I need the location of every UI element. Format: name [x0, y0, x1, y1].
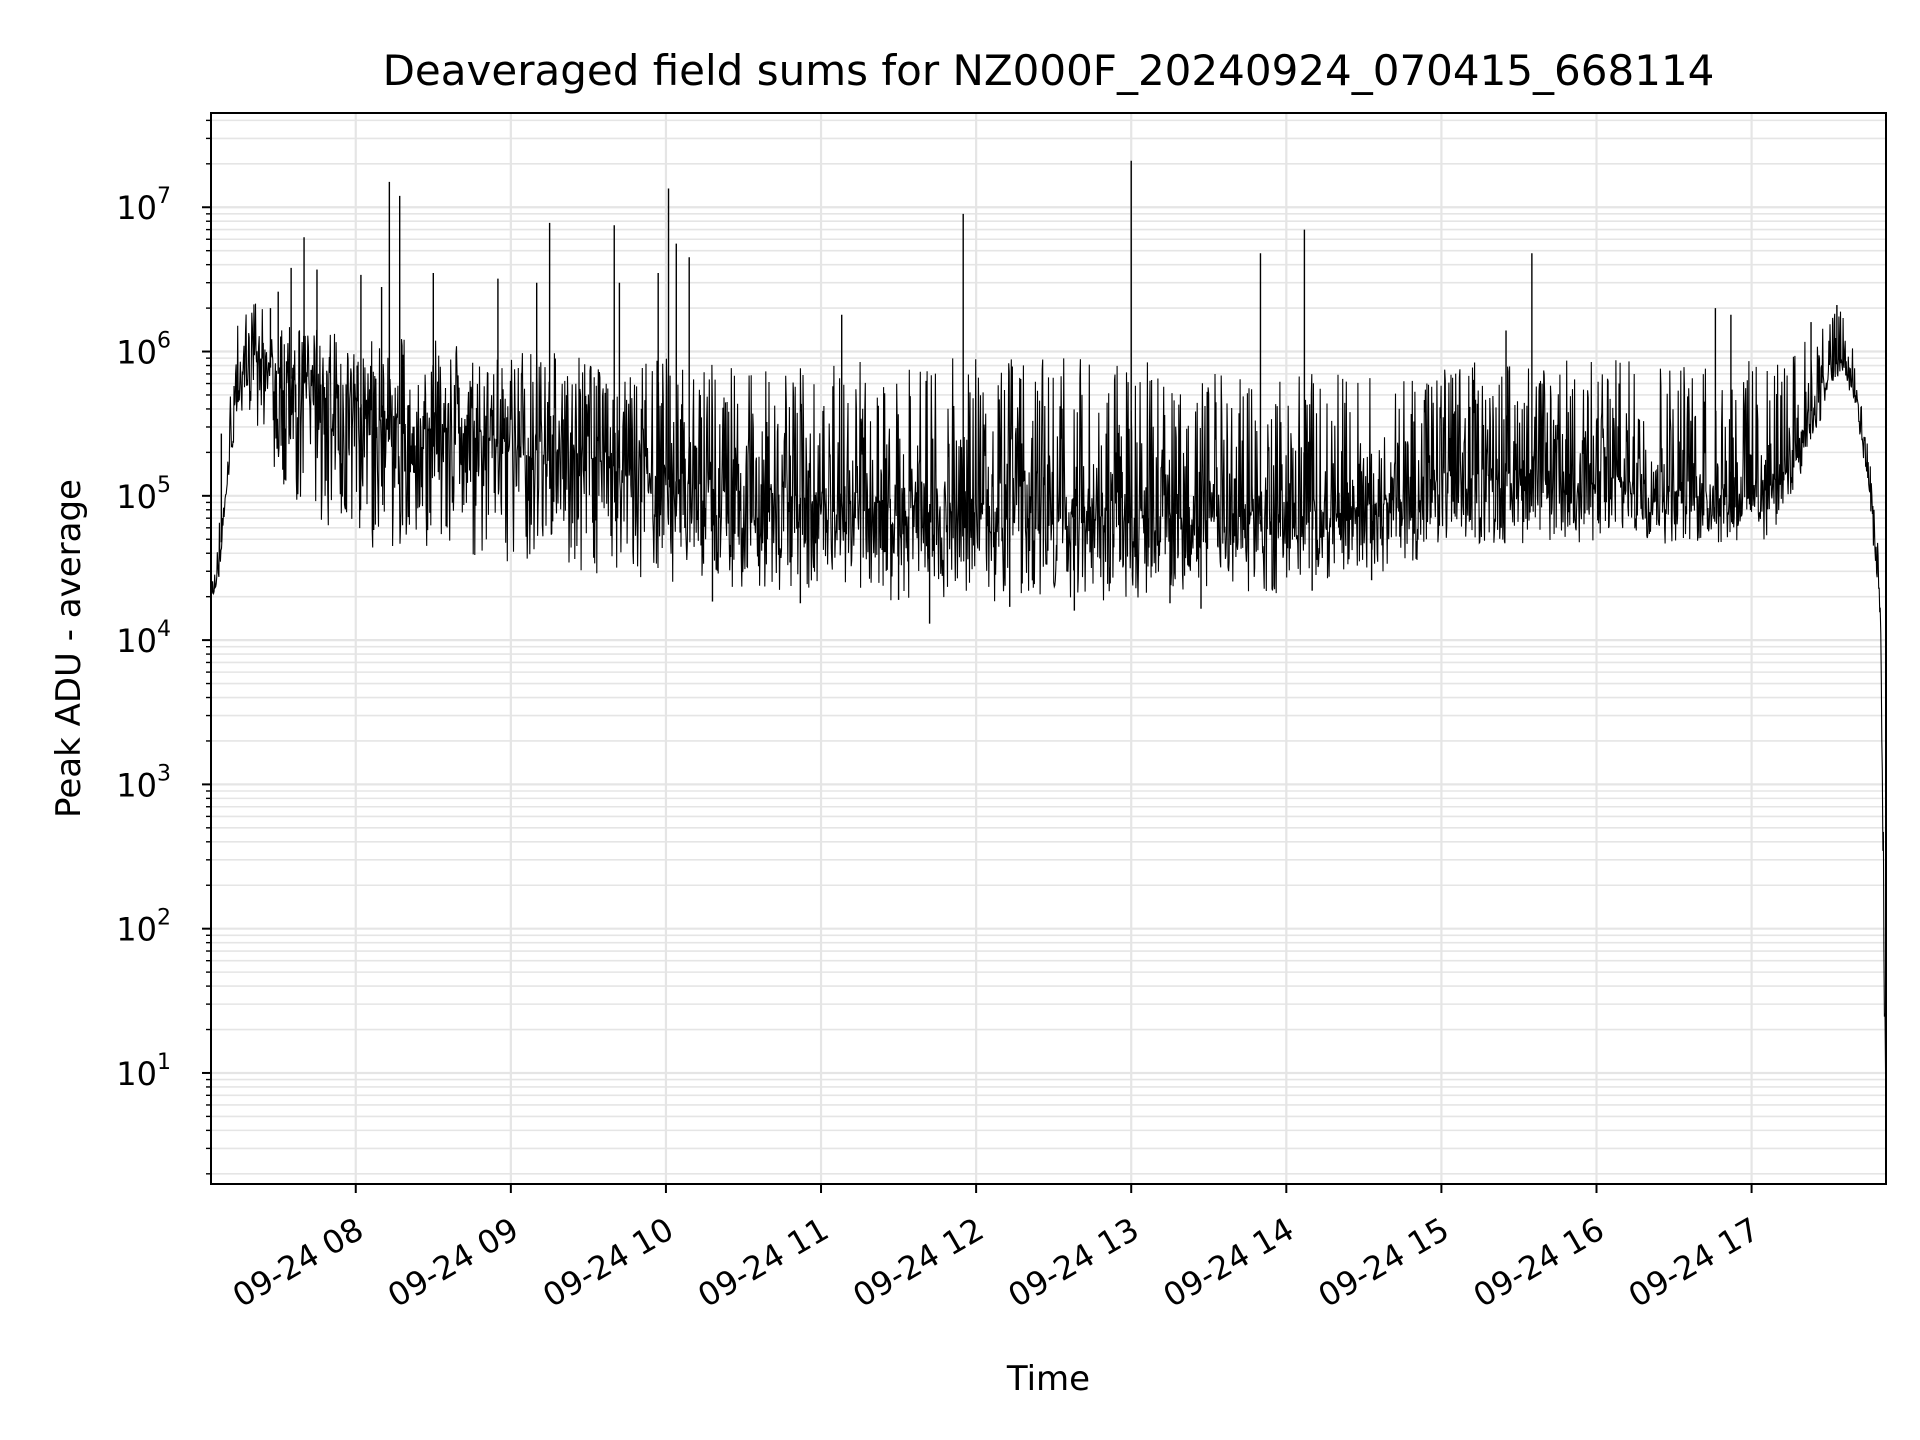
y-tick-label: 103 — [116, 761, 171, 804]
x-axis-label: Time — [1006, 1359, 1090, 1399]
plot-frame — [210, 112, 1887, 1185]
series-line — [210, 303, 1887, 1117]
y-tick-label: 101 — [116, 1050, 171, 1093]
y-tick-label: 105 — [116, 473, 171, 516]
y-axis: 101 102 103 104 105 106 107 — [116, 119, 211, 1175]
y-axis-label: Peak ADU - average — [49, 479, 89, 818]
grid — [211, 113, 1886, 1184]
y-tick-label: 107 — [116, 184, 171, 227]
y-tick-label: 106 — [116, 329, 171, 372]
chart-title: Deaveraged field sums for NZ000F_2024092… — [383, 46, 1715, 95]
y-tick-label: 104 — [116, 617, 171, 660]
y-tick-label: 102 — [116, 906, 171, 949]
data-layer — [210, 160, 1887, 1117]
